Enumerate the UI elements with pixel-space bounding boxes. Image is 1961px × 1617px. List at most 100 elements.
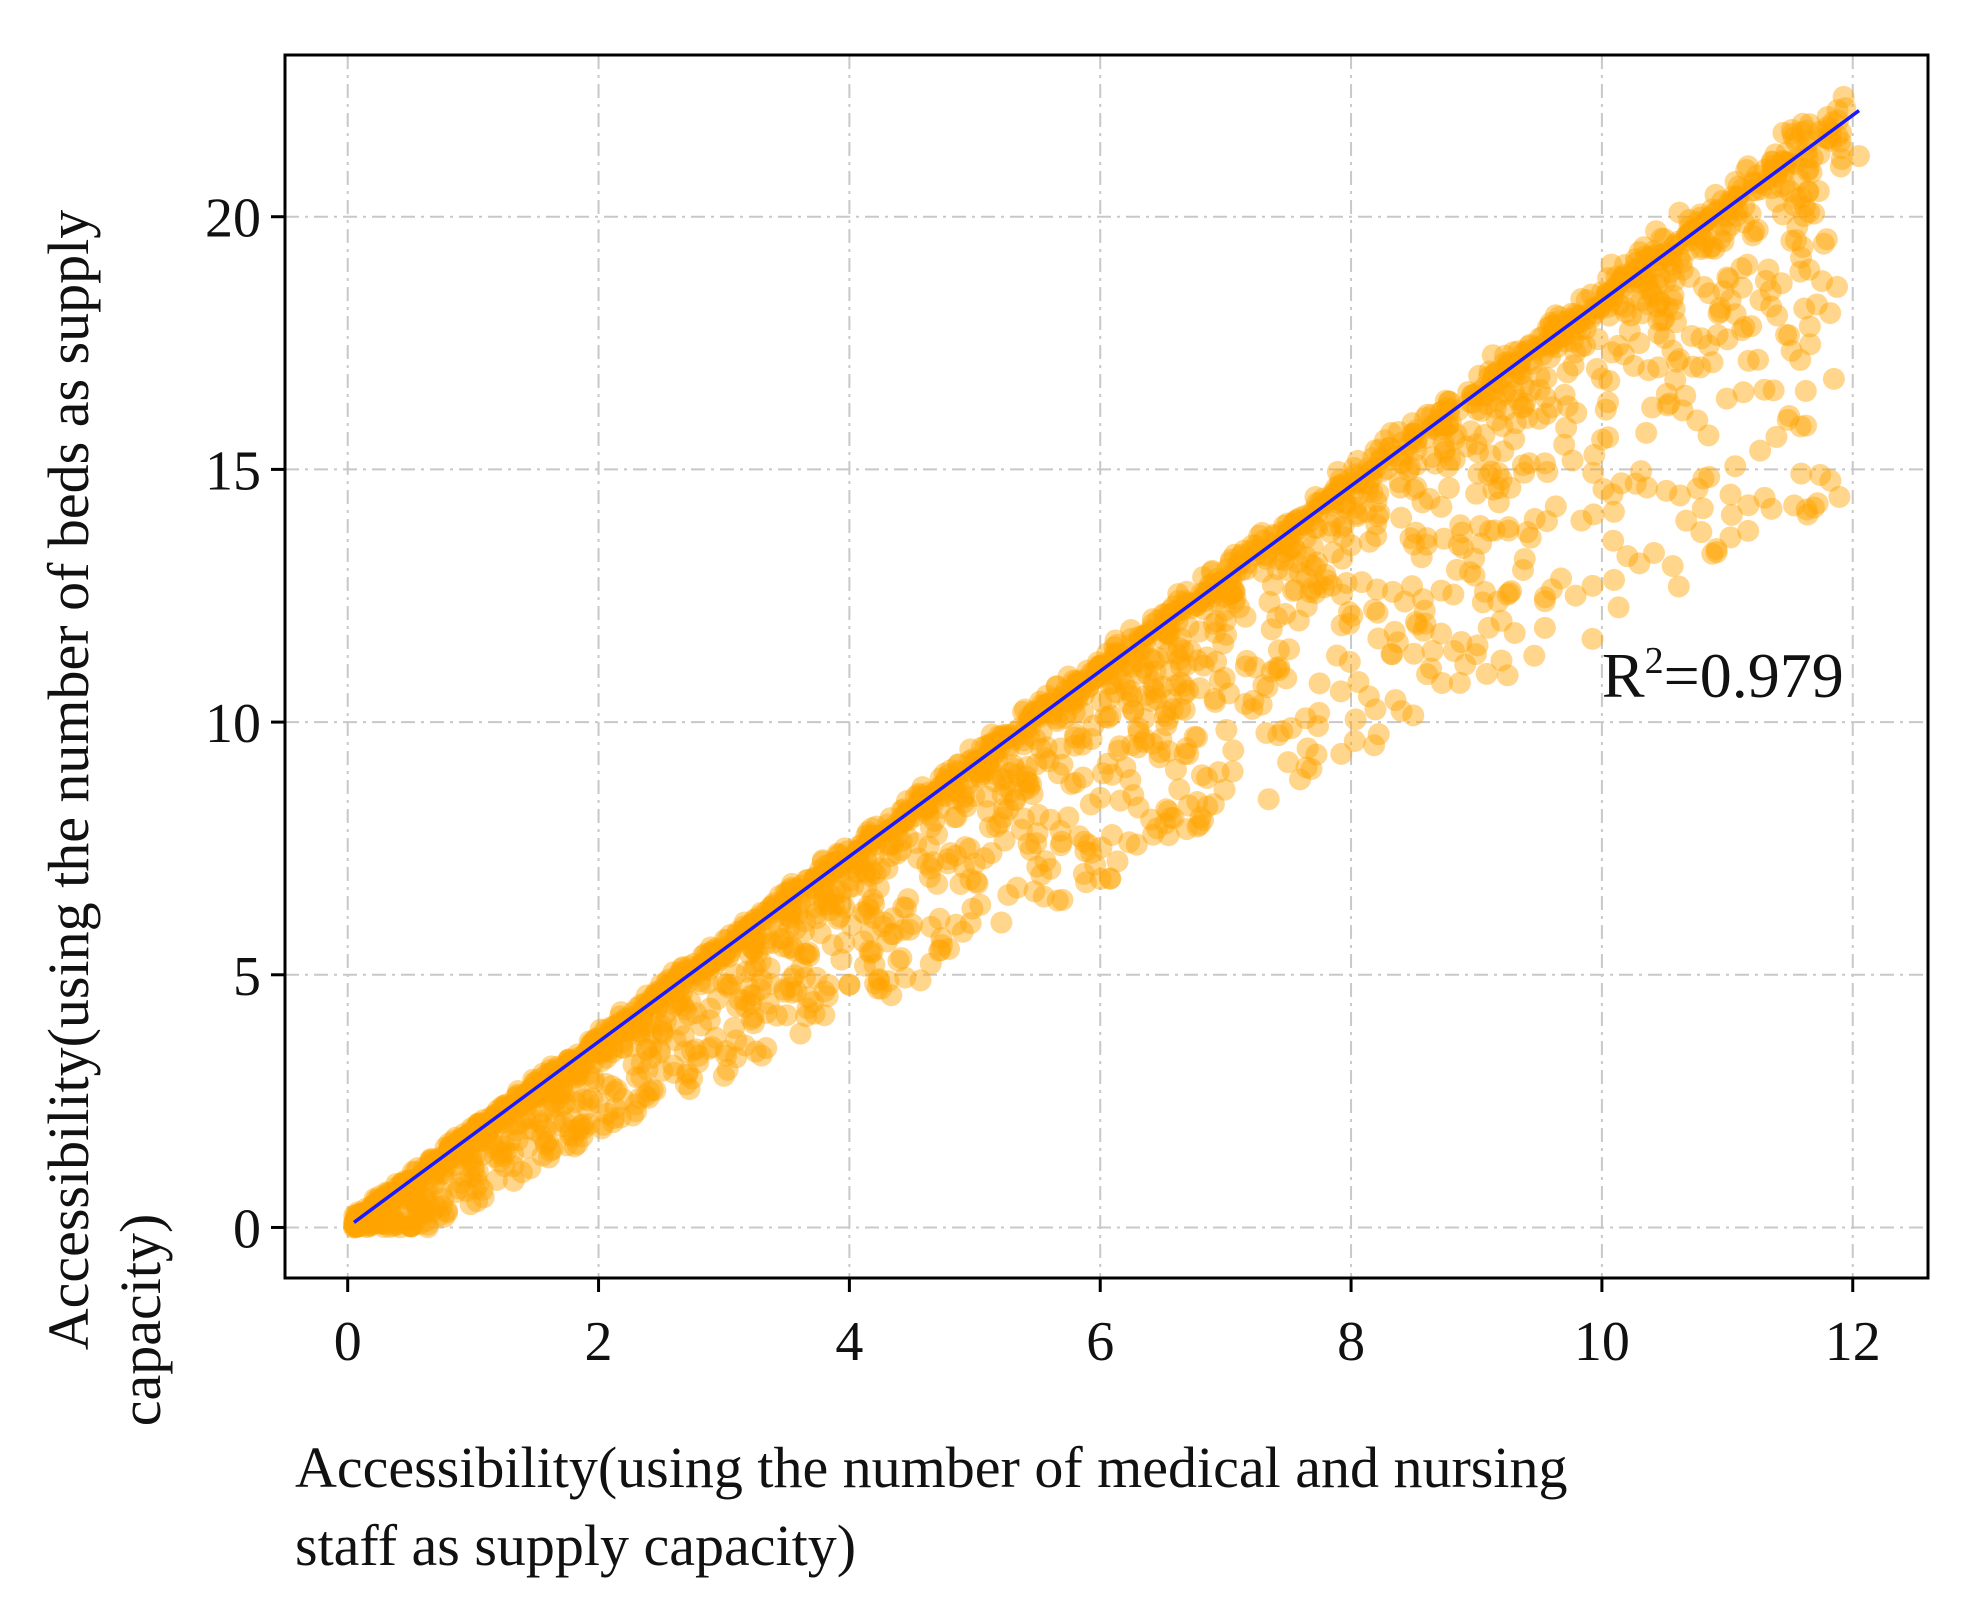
scatter-point (1716, 328, 1739, 351)
scatter-point (864, 862, 887, 885)
scatter-point (1449, 514, 1472, 537)
scatter-point (553, 1110, 576, 1133)
scatter-point (1406, 613, 1429, 636)
scatter-point (1692, 275, 1715, 298)
scatter-point (1169, 671, 1192, 694)
scatter-point (1177, 615, 1200, 638)
scatter-point (1762, 157, 1785, 180)
scatter-point (408, 1212, 431, 1235)
scatter-point (554, 1092, 577, 1115)
scatter-point (1278, 638, 1301, 661)
scatter-point (1381, 643, 1404, 666)
scatter-point (425, 1196, 448, 1219)
scatter-point (839, 848, 862, 871)
scatter-point (839, 869, 862, 892)
scatter-point (452, 1135, 475, 1158)
scatter-point (886, 817, 909, 840)
scatter-point (1034, 850, 1057, 873)
scatter-point (1445, 423, 1468, 446)
scatter-point (1668, 201, 1691, 224)
scatter-point (1122, 700, 1145, 723)
scatter-point (1144, 681, 1167, 704)
scatter-point (1268, 656, 1291, 679)
scatter-point (426, 1154, 449, 1177)
scatter-point (654, 1010, 677, 1033)
scatter-point (1746, 218, 1769, 241)
scatter-point (551, 1094, 574, 1117)
scatter-point (1219, 583, 1242, 606)
scatter-point (496, 1114, 519, 1137)
scatter-point (1478, 519, 1501, 542)
scatter-point (399, 1215, 422, 1238)
scatter-point (739, 913, 762, 936)
scatter-point (472, 1186, 495, 1209)
scatter-point (1433, 417, 1456, 440)
scatter-point (1330, 583, 1353, 606)
scatter-point (417, 1179, 440, 1202)
scatter-point (1242, 689, 1265, 712)
scatter-point (648, 1038, 671, 1061)
scatter-point (362, 1210, 385, 1233)
scatter-point (502, 1142, 525, 1165)
scatter-point (393, 1169, 416, 1192)
scatter-point (1177, 743, 1200, 766)
scatter-point (1160, 603, 1183, 626)
scatter-point (1389, 476, 1412, 499)
scatter-point (1118, 831, 1141, 854)
scatter-point (1689, 203, 1712, 226)
scatter-point (986, 750, 1009, 773)
grid (285, 55, 1928, 1278)
scatter-point (890, 947, 913, 970)
scatter-point (1152, 627, 1175, 650)
scatter-point (1119, 619, 1142, 642)
scatter-point (1816, 115, 1839, 138)
scatter-point (1511, 343, 1534, 366)
scatter-point (1193, 590, 1216, 613)
scatter-point (1220, 570, 1243, 593)
scatter-point (1205, 590, 1228, 613)
scatter-point (750, 923, 773, 946)
scatter-point (360, 1211, 383, 1234)
scatter-point (360, 1210, 383, 1233)
scatter-point (824, 860, 847, 883)
scatter-point (1703, 237, 1726, 260)
scatter-point (1173, 674, 1196, 697)
scatter-point (378, 1216, 401, 1239)
scatter-point (1050, 830, 1073, 853)
scatter-point (1343, 456, 1366, 479)
scatter-point (363, 1212, 386, 1235)
scatter-point (621, 1104, 644, 1127)
scatter-point (1067, 671, 1090, 694)
scatter-point (1499, 352, 1522, 375)
scatter-point (1326, 460, 1349, 483)
scatter-point (471, 1143, 494, 1166)
scatter-point (795, 942, 818, 965)
scatter-point (464, 1177, 487, 1200)
scatter-point (1033, 694, 1056, 717)
scatter-point (1749, 289, 1772, 312)
scatter-point (1221, 760, 1244, 783)
scatter-point (987, 731, 1010, 754)
scatter-point (1561, 330, 1584, 353)
scatter-point (882, 923, 905, 946)
scatter-point (601, 1111, 624, 1134)
scatter-point (918, 865, 941, 888)
scatter-point (805, 966, 828, 989)
scatter-point (1540, 578, 1563, 601)
scatter-point (862, 906, 885, 929)
scatter-point (474, 1119, 497, 1142)
scatter-point (1277, 751, 1300, 774)
scatter-point (867, 969, 890, 992)
scatter-point (1186, 726, 1209, 749)
scatter-point (1826, 275, 1849, 298)
scatter-point (452, 1126, 475, 1149)
scatter-point (1140, 808, 1163, 831)
scatter-point (568, 1063, 591, 1086)
scatter-point (523, 1071, 546, 1094)
scatter-point (416, 1216, 439, 1239)
scatter-point (1179, 639, 1202, 662)
scatter-point (1791, 112, 1814, 135)
scatter-point (892, 896, 915, 919)
scatter-point (1538, 346, 1561, 369)
scatter-point (624, 1093, 647, 1116)
